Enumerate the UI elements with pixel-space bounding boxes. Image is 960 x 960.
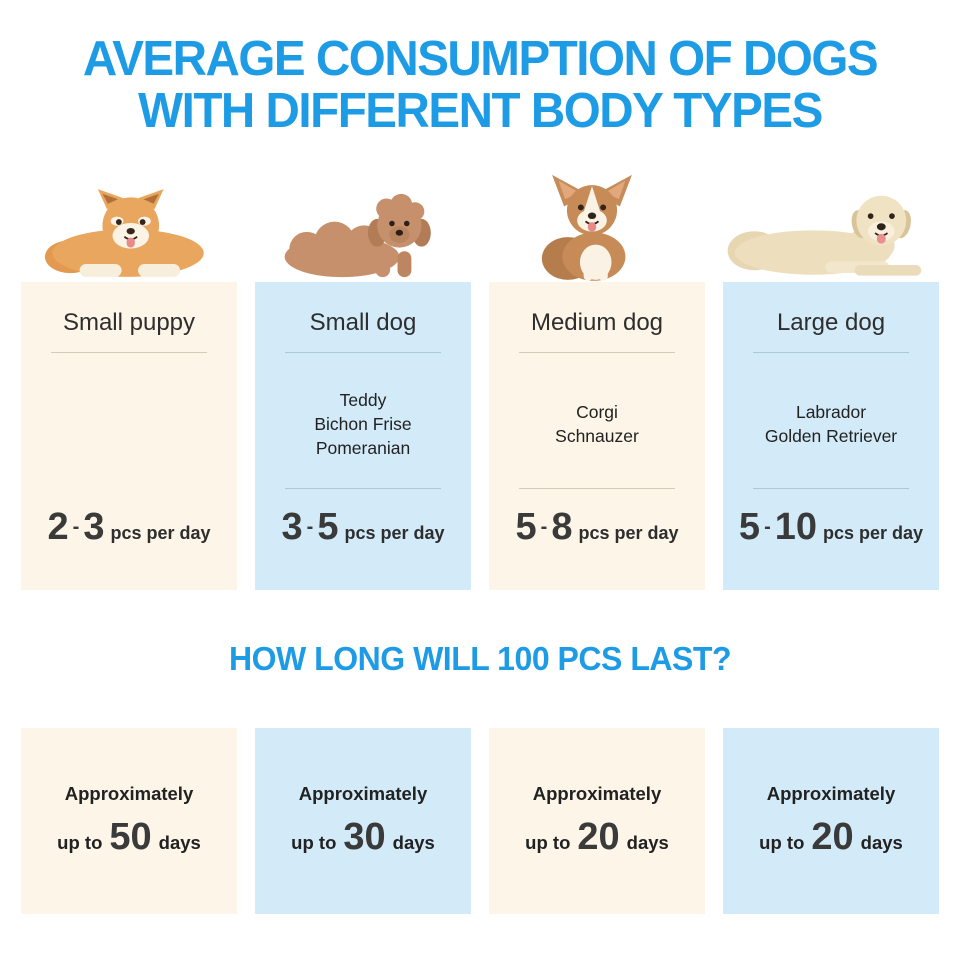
dose-dash: - — [306, 515, 314, 538]
page-title-line1: AVERAGE CONSUMPTION OF DOGS — [82, 32, 879, 86]
consumption-card-small-dog: Small dog Teddy Bichon Frise Pomeranian … — [255, 281, 471, 590]
dose-max: 3 — [83, 505, 105, 548]
duration-section: Approximately up to 50 days Approximately … — [21, 727, 939, 914]
approx-label: Approximately — [766, 782, 896, 804]
consumption-card-medium-dog: Medium dog Corgi Schnauzer 5-8 pcs per da… — [489, 281, 705, 590]
days-unit: days — [158, 831, 201, 853]
dog-photo-row — [21, 174, 939, 282]
approx-label: Approximately — [532, 782, 662, 804]
days-unit: days — [860, 831, 903, 853]
consumption-section: Small puppy 2-3 pcs per day Small dog Ted… — [21, 174, 939, 590]
dose-min: 5 — [515, 505, 537, 548]
dose-unit: pcs per day — [344, 522, 445, 543]
dose-unit: pcs per day — [110, 522, 211, 543]
dose-per-day: 5-8 pcs per day — [489, 506, 705, 549]
approx-label: Approximately — [64, 782, 194, 804]
dog-photo-column — [717, 184, 939, 282]
breed-item: Bichon Frise — [314, 413, 412, 434]
breed-item: Corgi — [576, 401, 618, 422]
divider — [51, 351, 207, 353]
days-number: 50 — [109, 815, 152, 858]
dose-max: 10 — [774, 505, 818, 548]
approx-label: Approximately — [298, 782, 428, 804]
duration-card-small-dog: Approximately up to 30 days — [255, 727, 471, 914]
dose-per-day: 5-10 pcs per day — [723, 506, 939, 549]
up-to-label: up to — [291, 831, 337, 853]
up-to-label: up to — [759, 831, 805, 853]
dose-max: 5 — [317, 505, 339, 548]
breed-list: Labrador Golden Retriever — [723, 368, 939, 480]
consumption-card-small-puppy: Small puppy 2-3 pcs per day — [21, 281, 237, 590]
card-title: Small dog — [309, 308, 417, 336]
divider — [519, 487, 675, 489]
duration-value: up to 20 days — [759, 816, 903, 859]
dose-max: 8 — [551, 505, 573, 548]
breed-list: Corgi Schnauzer — [489, 368, 705, 480]
dose-unit: pcs per day — [578, 522, 679, 543]
days-number: 30 — [343, 815, 386, 858]
page-title-line2: WITH DIFFERENT BODY TYPES — [138, 83, 823, 138]
corgi-image — [541, 174, 632, 281]
breed-item: Teddy — [339, 389, 387, 410]
shiba-inu-puppy-image — [44, 189, 204, 277]
breed-list: Teddy Bichon Frise Pomeranian — [255, 368, 471, 480]
divider — [285, 487, 441, 489]
dose-min: 5 — [738, 505, 761, 548]
dose-min: 2 — [47, 505, 69, 548]
dose-dash: - — [764, 515, 771, 538]
days-number: 20 — [577, 815, 620, 858]
dog-photo-column — [21, 184, 235, 282]
breed-item: Golden Retriever — [764, 425, 898, 446]
duration-card-medium-dog: Approximately up to 20 days — [489, 727, 705, 914]
breed-item: Labrador — [795, 401, 867, 422]
duration-section-title: HOW LONG WILL 100 PCS LAST? — [228, 639, 732, 677]
duration-value: up to 30 days — [291, 816, 435, 859]
dose-dash: - — [540, 515, 548, 538]
dose-dash: - — [72, 515, 80, 538]
days-number: 20 — [811, 815, 854, 858]
duration-card-row: Approximately up to 50 days Approximately … — [21, 727, 939, 914]
dog-photo-column — [253, 190, 467, 282]
card-title: Small puppy — [62, 308, 196, 336]
divider — [753, 351, 909, 353]
breed-item: Schnauzer — [555, 425, 639, 446]
breed-item: Pomeranian — [315, 437, 411, 458]
up-to-label: up to — [57, 831, 103, 853]
dog-photo-column — [485, 170, 699, 282]
divider — [753, 487, 909, 489]
up-to-label: up to — [525, 831, 571, 853]
duration-card-small-puppy: Approximately up to 50 days — [21, 727, 237, 914]
card-title: Large dog — [776, 308, 886, 336]
duration-value: up to 50 days — [57, 816, 201, 859]
labrador-image — [727, 195, 922, 276]
consumption-card-large-dog: Large dog Labrador Golden Retriever 5-10… — [723, 281, 939, 590]
duration-value: up to 20 days — [525, 816, 669, 859]
card-title: Medium dog — [530, 308, 664, 336]
divider — [285, 351, 441, 353]
page-title: AVERAGE CONSUMPTION OF DOGS WITH DIFFERE… — [14, 32, 945, 138]
dose-unit: pcs per day — [823, 522, 924, 543]
days-unit: days — [626, 831, 669, 853]
divider — [519, 351, 675, 353]
days-unit: days — [392, 831, 435, 853]
dose-per-day: 2-3 pcs per day — [21, 506, 237, 549]
dose-min: 3 — [281, 505, 303, 548]
dose-per-day: 3-5 pcs per day — [255, 506, 471, 549]
toy-poodle-image — [284, 193, 431, 278]
consumption-card-row: Small puppy 2-3 pcs per day Small dog Ted… — [21, 281, 939, 590]
duration-card-large-dog: Approximately up to 20 days — [723, 727, 939, 914]
